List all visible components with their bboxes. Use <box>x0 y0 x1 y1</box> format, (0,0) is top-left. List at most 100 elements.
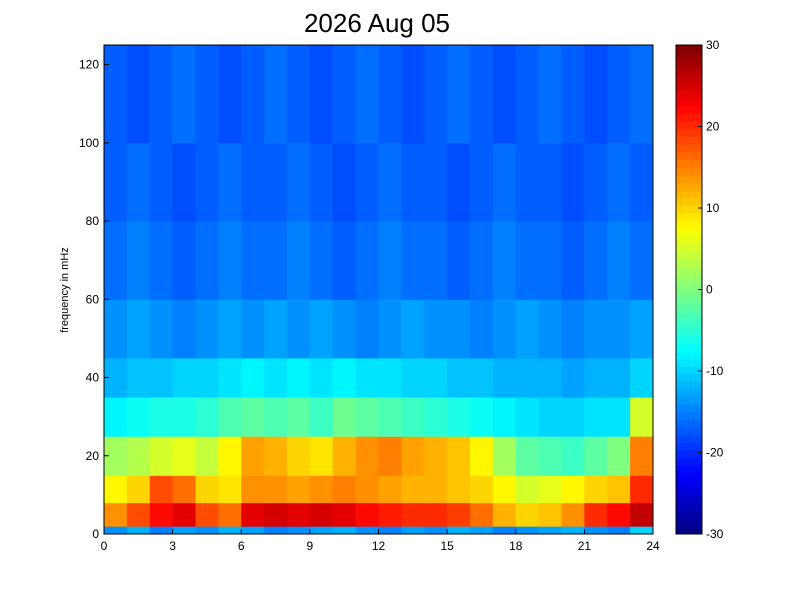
colorbar-swatch <box>676 449 702 459</box>
heat-cell <box>561 526 585 535</box>
heat-cell <box>287 299 311 359</box>
heat-cell <box>104 299 128 359</box>
heat-cell <box>241 436 265 476</box>
heat-cell <box>630 526 654 535</box>
heat-cell <box>424 526 448 535</box>
colorbar-swatch <box>676 144 702 153</box>
y-tick-label: 0 <box>92 527 99 541</box>
heat-cell <box>584 436 608 476</box>
heat-cell <box>332 502 357 527</box>
colorbar-swatch <box>676 312 702 321</box>
colorbar-swatch <box>676 228 702 237</box>
heat-cell <box>401 299 425 359</box>
heat-cell <box>515 45 540 144</box>
heat-cell <box>378 397 402 437</box>
colorbar-swatch <box>676 427 702 436</box>
heat-cell <box>424 397 448 437</box>
heat-cell <box>287 142 311 222</box>
heat-cell <box>538 142 562 222</box>
chart-title: 2026 Aug 05 <box>304 8 450 38</box>
heat-cell <box>309 397 334 437</box>
heat-cell <box>195 299 219 359</box>
heat-cell <box>355 526 379 535</box>
colorbar-swatch <box>676 457 702 466</box>
heat-cell <box>218 142 242 222</box>
heat-cell <box>126 45 151 144</box>
heat-cell <box>355 45 379 144</box>
colorbar-swatch <box>676 90 702 99</box>
heat-cell <box>104 142 128 222</box>
heat-cell <box>104 397 128 437</box>
heat-cell <box>172 397 196 437</box>
heat-cell <box>607 142 631 222</box>
heat-cell <box>149 526 174 535</box>
colorbar-swatch <box>676 304 702 313</box>
heat-cell <box>447 397 471 437</box>
heat-cell <box>492 436 517 476</box>
heat-cell <box>218 357 242 398</box>
heat-cell <box>447 502 471 527</box>
heat-cell <box>492 45 517 144</box>
heat-cell <box>264 142 288 222</box>
heat-cell <box>378 299 402 359</box>
heat-cell <box>332 299 357 359</box>
colorbar-tick-label: 0 <box>706 283 713 297</box>
colorbar-swatch <box>676 83 702 92</box>
heat-cell <box>561 142 585 222</box>
heat-cell <box>538 357 562 398</box>
heat-cell <box>447 45 471 144</box>
heat-cell <box>218 299 242 359</box>
colorbar-swatch <box>676 396 702 405</box>
heat-cell <box>172 45 196 144</box>
colorbar-swatch <box>676 129 702 138</box>
heat-cell <box>264 397 288 437</box>
colorbar-swatch <box>676 266 702 275</box>
y-tick-label: 80 <box>86 214 100 228</box>
heat-cell <box>126 502 151 527</box>
heat-cell <box>424 436 448 476</box>
heat-cell <box>149 45 174 144</box>
heat-cell <box>264 357 288 398</box>
heat-cell <box>401 526 425 535</box>
heat-cell <box>584 502 608 527</box>
colorbar-swatch <box>676 243 702 252</box>
colorbar-swatch <box>676 327 702 336</box>
heat-cell <box>355 221 379 300</box>
heat-cell <box>218 397 242 437</box>
heat-cell <box>538 475 562 504</box>
heat-cell <box>241 221 265 300</box>
colorbar-swatch <box>676 488 702 497</box>
heat-cell <box>401 142 425 222</box>
colorbar-swatch <box>676 350 702 359</box>
heat-cell <box>492 475 517 504</box>
heat-cell <box>561 397 585 437</box>
colorbar-swatch <box>676 411 702 420</box>
heat-cell <box>332 526 357 535</box>
colorbar-swatch <box>676 121 702 130</box>
colorbar-swatch <box>676 205 702 214</box>
heat-cell <box>630 299 654 359</box>
colorbar-swatch <box>676 159 702 168</box>
heat-cell <box>538 502 562 527</box>
heat-cell <box>332 221 357 300</box>
heat-cell <box>492 142 517 222</box>
colorbar-tick-label: -30 <box>706 527 724 541</box>
heat-cell <box>470 299 494 359</box>
heat-cell <box>607 357 631 398</box>
heat-cell <box>355 142 379 222</box>
heat-cell <box>195 142 219 222</box>
heat-cell <box>309 357 334 398</box>
heat-cell <box>492 299 517 359</box>
heat-cell <box>172 475 196 504</box>
heat-cell <box>218 221 242 300</box>
heat-cell <box>104 221 128 300</box>
heat-cell <box>218 45 242 144</box>
colorbar-swatch <box>676 174 702 184</box>
colorbar-swatch <box>676 213 702 222</box>
heat-cell <box>172 357 196 398</box>
colorbar-swatch <box>676 113 702 122</box>
heat-cell <box>195 475 219 504</box>
heat-cell <box>424 142 448 222</box>
heat-cell <box>264 45 288 144</box>
heat-cell <box>126 475 151 504</box>
